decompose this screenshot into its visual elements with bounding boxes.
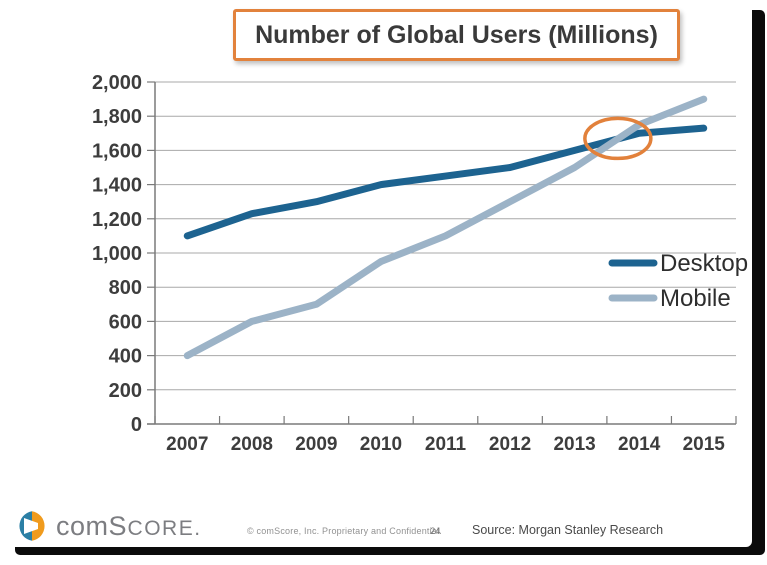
x-tick-label: 2013 <box>553 434 595 455</box>
y-tick-label: 400 <box>109 346 142 368</box>
y-tick-label: 1,000 <box>92 243 142 265</box>
x-tick-label: 2009 <box>295 434 337 455</box>
y-tick-label: 200 <box>109 380 142 402</box>
y-tick-label: 2,000 <box>92 72 142 94</box>
comscore-logo-icon <box>19 511 45 541</box>
y-tick-label: 1,800 <box>92 106 142 128</box>
y-tick-label: 0 <box>131 414 142 436</box>
comscore-logo-text: comSCORE. <box>56 510 202 541</box>
y-tick-label: 1,400 <box>92 175 142 197</box>
x-tick-label: 2012 <box>489 434 531 455</box>
page-number: 24 <box>430 526 441 537</box>
y-tick-label: 800 <box>109 277 142 299</box>
x-tick-label: 2014 <box>618 434 661 455</box>
legend-desktop-label: Desktop <box>660 250 748 277</box>
chart-title: Number of Global Users (Millions) <box>255 20 658 49</box>
copyright-text: © comScore, Inc. Proprietary and Confide… <box>247 526 442 536</box>
legend-mobile-label: Mobile <box>660 285 731 312</box>
source-text: Source: Morgan Stanley Research <box>472 523 664 537</box>
comscore-logo: comSCORE. <box>18 508 202 544</box>
x-tick-label: 2007 <box>166 434 208 455</box>
chart-title-box: Number of Global Users (Millions) <box>233 9 680 61</box>
x-tick-label: 2015 <box>683 434 726 455</box>
series-desktop-line <box>183 124 708 240</box>
series-mobile-line <box>183 95 708 360</box>
y-tick-label: 600 <box>109 311 142 333</box>
slide: Number of Global Users (Millions) 0 200 40… <box>18 9 749 544</box>
y-tick-label: 1,200 <box>92 209 142 231</box>
x-tick-label: 2011 <box>425 434 467 455</box>
y-tick-label: 1,600 <box>92 140 142 162</box>
x-tick-label: 2010 <box>360 434 402 455</box>
crossover-circle <box>583 116 653 161</box>
x-tick-label: 2008 <box>231 434 273 455</box>
